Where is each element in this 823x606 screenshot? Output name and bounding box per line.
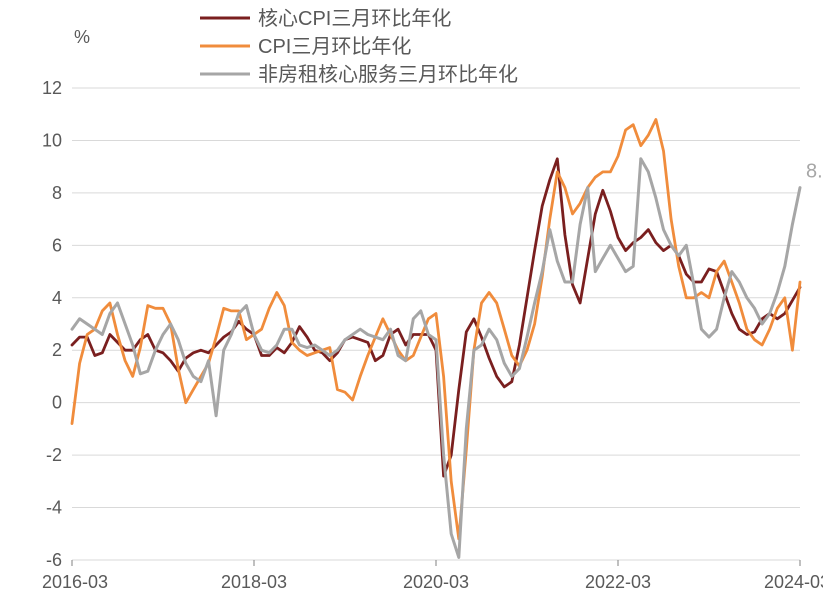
y-axis-title: % — [74, 27, 90, 47]
y-tick-label: 2 — [52, 340, 62, 360]
cpi-line-chart: -6 -4 -2 0 2 4 6 8 10 12% 2016-03 2018-03 2020-03 202… — [0, 0, 823, 606]
y-tick-label: 8 — [52, 183, 62, 203]
x-tick-label: 2020-03 — [403, 572, 469, 592]
x-tick-label: 2016-03 — [42, 572, 108, 592]
legend-label: 核心CPI三月环比年化 — [258, 7, 451, 30]
y-tick-label: 4 — [52, 288, 62, 308]
series-end-label: 8.2 — [806, 161, 823, 183]
y-tick-label: 6 — [52, 235, 62, 255]
legend-label: 非房租核心服务三月环比年化 — [258, 63, 518, 86]
chart-svg: -6 -4 -2 0 2 4 6 8 10 12% 2016-03 2018-03 2020-03 202… — [0, 0, 823, 606]
y-tick-label: 0 — [52, 393, 62, 413]
y-tick-label: -4 — [46, 498, 62, 518]
x-tick-label: 2022-03 — [585, 572, 651, 592]
legend-label: CPI三月环比年化 — [258, 35, 411, 58]
x-tick-label: 2018-03 — [221, 572, 287, 592]
y-tick-label: 10 — [42, 130, 62, 150]
y-tick-label: -6 — [46, 550, 62, 570]
x-tick-label: 2024-03 — [764, 572, 823, 592]
y-tick-label: 12 — [42, 78, 62, 98]
y-tick-label: -2 — [46, 445, 62, 465]
